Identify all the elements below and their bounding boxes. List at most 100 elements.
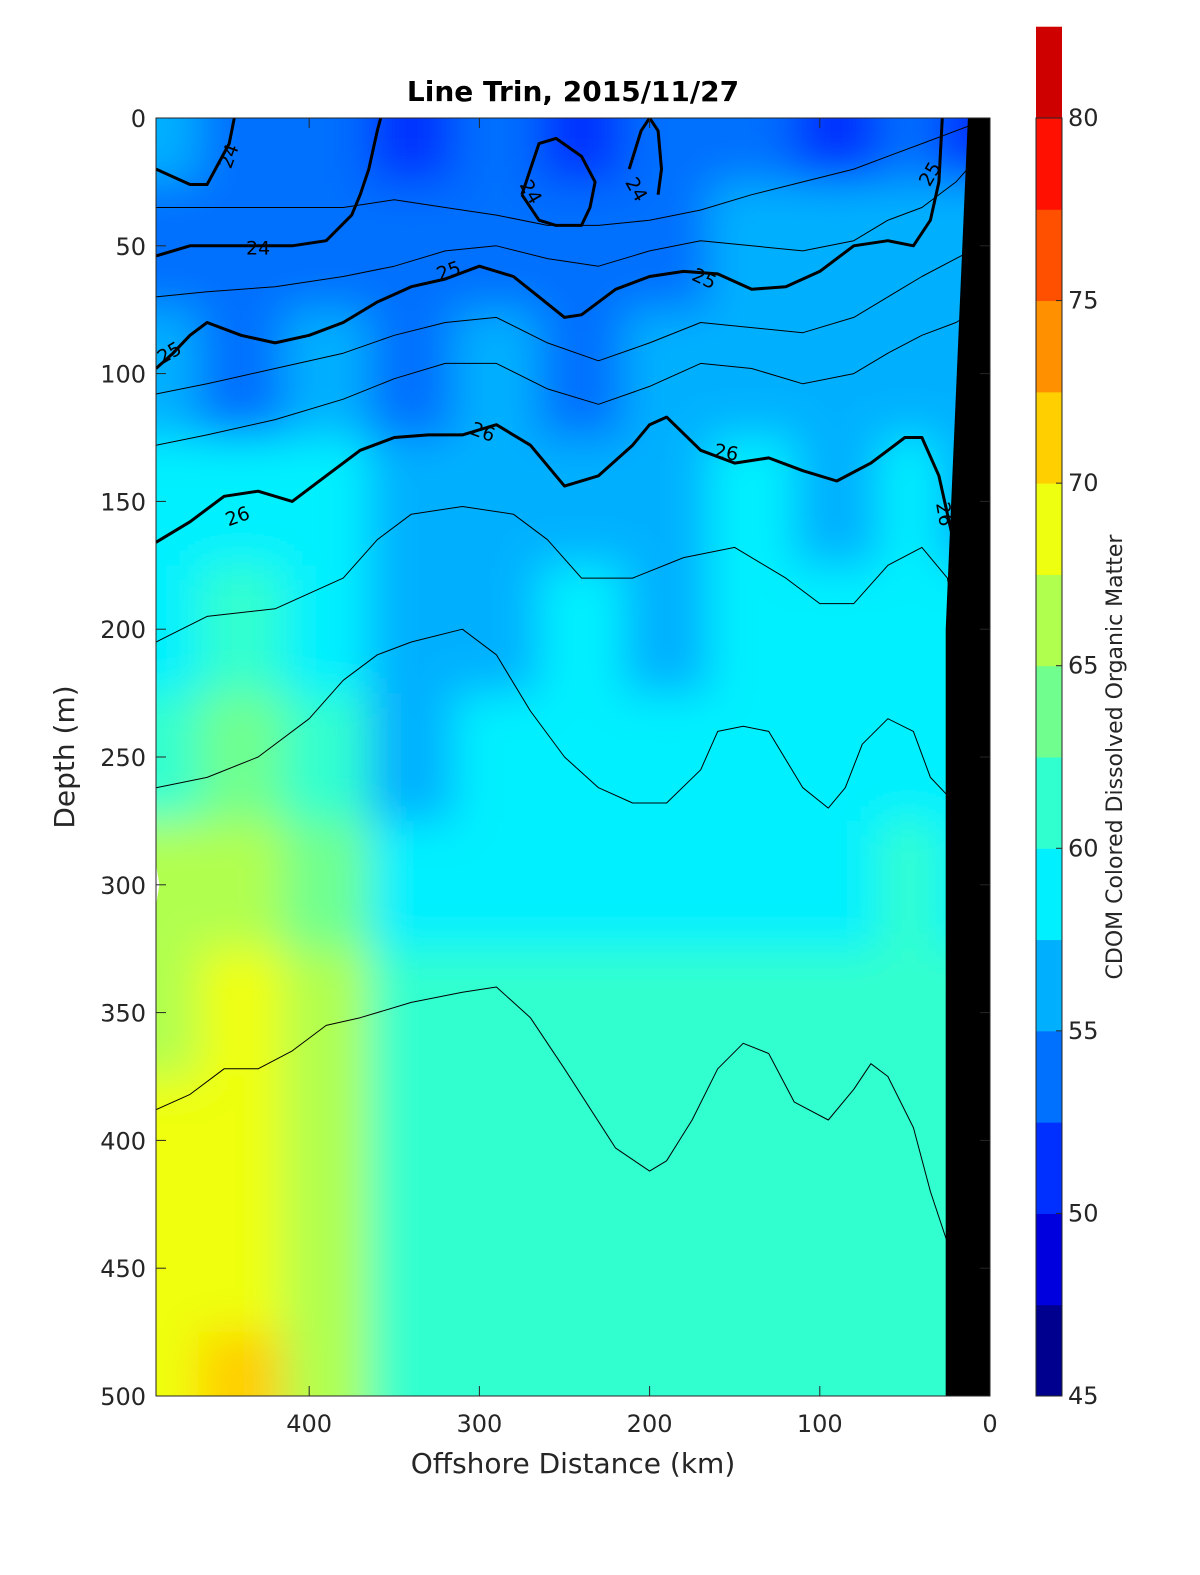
cdom-cell (453, 1332, 540, 1396)
x-tick-label: 400 (286, 1410, 332, 1438)
y-tick-label: 500 (100, 1383, 146, 1411)
cdom-cell (538, 565, 626, 695)
cdom-cell (538, 118, 626, 183)
cdom-cell (453, 565, 540, 695)
cdom-cell (198, 1332, 285, 1396)
cdom-cell (879, 309, 940, 439)
cdom-cell (368, 437, 455, 567)
cdom-cell (538, 820, 626, 950)
isoline-24 (156, 118, 236, 186)
y-tick-label: 400 (100, 1127, 146, 1155)
cdom-cell (538, 309, 626, 439)
cdom-cell (453, 820, 540, 950)
cdom-cell (368, 948, 455, 1078)
cdom-cell (198, 948, 285, 1078)
contour-label: 26 (712, 440, 740, 466)
x-axis: 400 300 200 100 0 (286, 118, 998, 1438)
cdom-cell (156, 1204, 200, 1334)
colorbar-label: CDOM Colored Dissolved Organic Matter (1103, 534, 1128, 980)
cdom-cell (368, 1204, 455, 1334)
colorbar-segment (1036, 939, 1062, 1032)
colorbar-segment (1036, 26, 1062, 119)
y-axis-label: Depth (m) (48, 685, 81, 828)
cdom-cell (283, 693, 370, 822)
cdom-cell (879, 1332, 940, 1396)
colorbar-segment (1036, 118, 1062, 210)
cdom-cell (368, 1332, 455, 1396)
y-tick-label: 350 (100, 1000, 146, 1028)
colorbar-segment (1036, 1304, 1062, 1397)
colorbar-tick-label: 60 (1068, 834, 1099, 862)
cdom-cell (709, 820, 796, 950)
cdom-cell (879, 1076, 940, 1206)
cdom-cell (368, 693, 455, 822)
cdom-cell (794, 565, 881, 695)
y-tick-label: 100 (100, 361, 146, 389)
cdom-cell (624, 181, 711, 311)
y-tick-label: 300 (100, 872, 146, 900)
cdom-cell (794, 309, 881, 439)
colorbar-segment (1036, 1213, 1062, 1306)
cdom-cell (794, 1332, 881, 1396)
colorbar-segment (1036, 209, 1062, 302)
cdom-cell (453, 948, 540, 1078)
x-tick-label: 0 (982, 1410, 997, 1438)
cdom-cell (794, 948, 881, 1078)
cdom-cell (709, 565, 796, 695)
isoline-26 (156, 415, 966, 630)
cdom-cell (624, 820, 711, 950)
cdom-cell (794, 1204, 881, 1334)
cdom-cell (198, 1076, 285, 1206)
cdom-cell (156, 118, 200, 183)
isoline-25 (156, 118, 944, 370)
cdom-cell (368, 181, 455, 311)
cdom-cell (794, 437, 881, 567)
y-tick-label: 250 (100, 744, 146, 772)
colorbar-segment (1036, 391, 1062, 484)
colorbar-tick-label: 50 (1068, 1199, 1099, 1227)
cdom-cell (624, 1076, 711, 1206)
cdom-cell (283, 309, 370, 439)
contour-label: 24 (246, 237, 270, 259)
colorbar-segment (1036, 1030, 1062, 1123)
cdom-cell (198, 437, 285, 567)
cdom-cell (538, 181, 626, 311)
x-tick-label: 300 (456, 1410, 502, 1438)
cdom-cell (368, 309, 455, 439)
cdom-cell (538, 948, 626, 1078)
thin-isoline (156, 628, 957, 809)
cdom-cell (283, 948, 370, 1078)
thin-isoline (156, 143, 990, 298)
y-axis: 0 50 100 150 200 250 300 350 400 450 500 (100, 105, 990, 1411)
contour-label-group: 26 (712, 440, 740, 466)
cdom-cell (624, 693, 711, 822)
cdom-cell (624, 1332, 711, 1396)
contour-label-group: 25 (963, 137, 989, 165)
colorbar-segment (1036, 665, 1062, 758)
x-tick-label: 200 (627, 1410, 673, 1438)
isoline-24 (627, 118, 663, 195)
contour-label-group: 24 (246, 237, 270, 259)
cdom-cell (283, 437, 370, 567)
cdom-cell (368, 565, 455, 695)
cdom-cell (624, 118, 711, 183)
cdom-cell (709, 118, 796, 183)
cdom-cell (453, 118, 540, 183)
colorbar-tick-label: 65 (1068, 652, 1099, 680)
colorbar-segment (1036, 1122, 1062, 1214)
thin-isoline (156, 240, 990, 395)
cdom-cell (156, 1332, 200, 1396)
x-tick-label: 100 (797, 1410, 843, 1438)
thin-isoline (156, 986, 948, 1243)
cdom-cell (879, 118, 940, 183)
y-tick-label: 0 (131, 105, 146, 133)
colorbar-segment (1036, 574, 1062, 667)
cdom-cell (709, 1332, 796, 1396)
cdom-cell (709, 1204, 796, 1334)
cdom-cell (198, 820, 285, 950)
thin-isoline (156, 118, 990, 226)
y-tick-label: 50 (115, 233, 146, 261)
cdom-cell (156, 820, 200, 950)
cdom-cell (453, 693, 540, 822)
